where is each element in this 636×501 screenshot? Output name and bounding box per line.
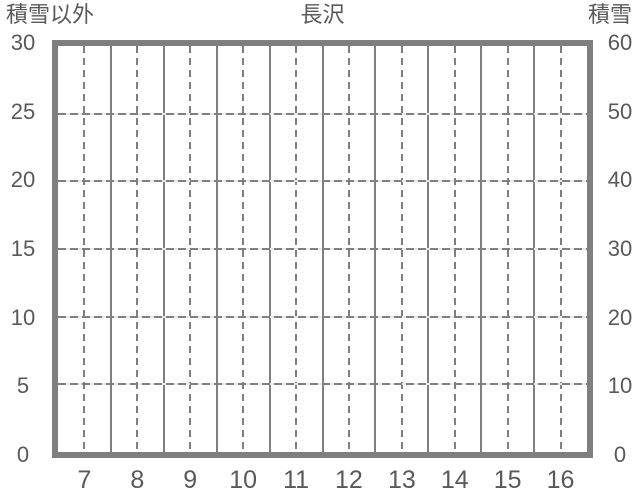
- x-axis-tick-label: 10: [229, 466, 258, 494]
- left-axis-tick-label: 5: [16, 373, 30, 399]
- right-axis-tick-label: 20: [607, 304, 633, 330]
- left-axis-tick-label: 10: [10, 304, 36, 330]
- x-axis-tick-label: 11: [283, 466, 310, 494]
- left-axis-title: 積雪以外: [6, 2, 95, 27]
- horizontal-gridline-dashed: [58, 112, 587, 115]
- x-axis-tick-label: 12: [335, 466, 363, 494]
- x-axis-tick-label: 14: [440, 466, 469, 494]
- x-axis-tick-label: 8: [130, 466, 145, 494]
- right-axis-tick-label: 0: [613, 442, 627, 467]
- horizontal-gridline-dashed: [58, 248, 587, 250]
- right-axis-tick-label: 10: [607, 373, 633, 399]
- left-axis-tick-label: 15: [10, 236, 36, 261]
- horizontal-gridline-dashed: [58, 383, 587, 386]
- right-axis-tick-label: 30: [607, 236, 633, 261]
- x-axis-tick-label: 13: [387, 466, 416, 494]
- chart-title: 長沢: [300, 2, 345, 27]
- plot-area: [52, 40, 593, 458]
- right-axis-tick-label: 50: [607, 98, 633, 124]
- left-axis-tick-label: 20: [10, 167, 36, 193]
- right-axis-tick-label: 60: [607, 30, 633, 55]
- right-axis-tick-label: 40: [607, 167, 633, 193]
- left-axis-tick-label: 25: [10, 98, 36, 124]
- x-axis-tick-label: 7: [77, 466, 92, 494]
- left-axis-tick-label: 0: [16, 442, 30, 467]
- horizontal-gridline-dashed: [58, 315, 587, 318]
- right-axis-title: 積雪: [587, 2, 632, 27]
- horizontal-gridline-dashed: [58, 180, 587, 183]
- x-axis-tick-label: 9: [183, 466, 198, 494]
- x-axis-tick-label: 15: [493, 466, 522, 494]
- x-axis-tick-label: 16: [546, 466, 575, 494]
- left-axis-tick-label: 30: [10, 30, 36, 55]
